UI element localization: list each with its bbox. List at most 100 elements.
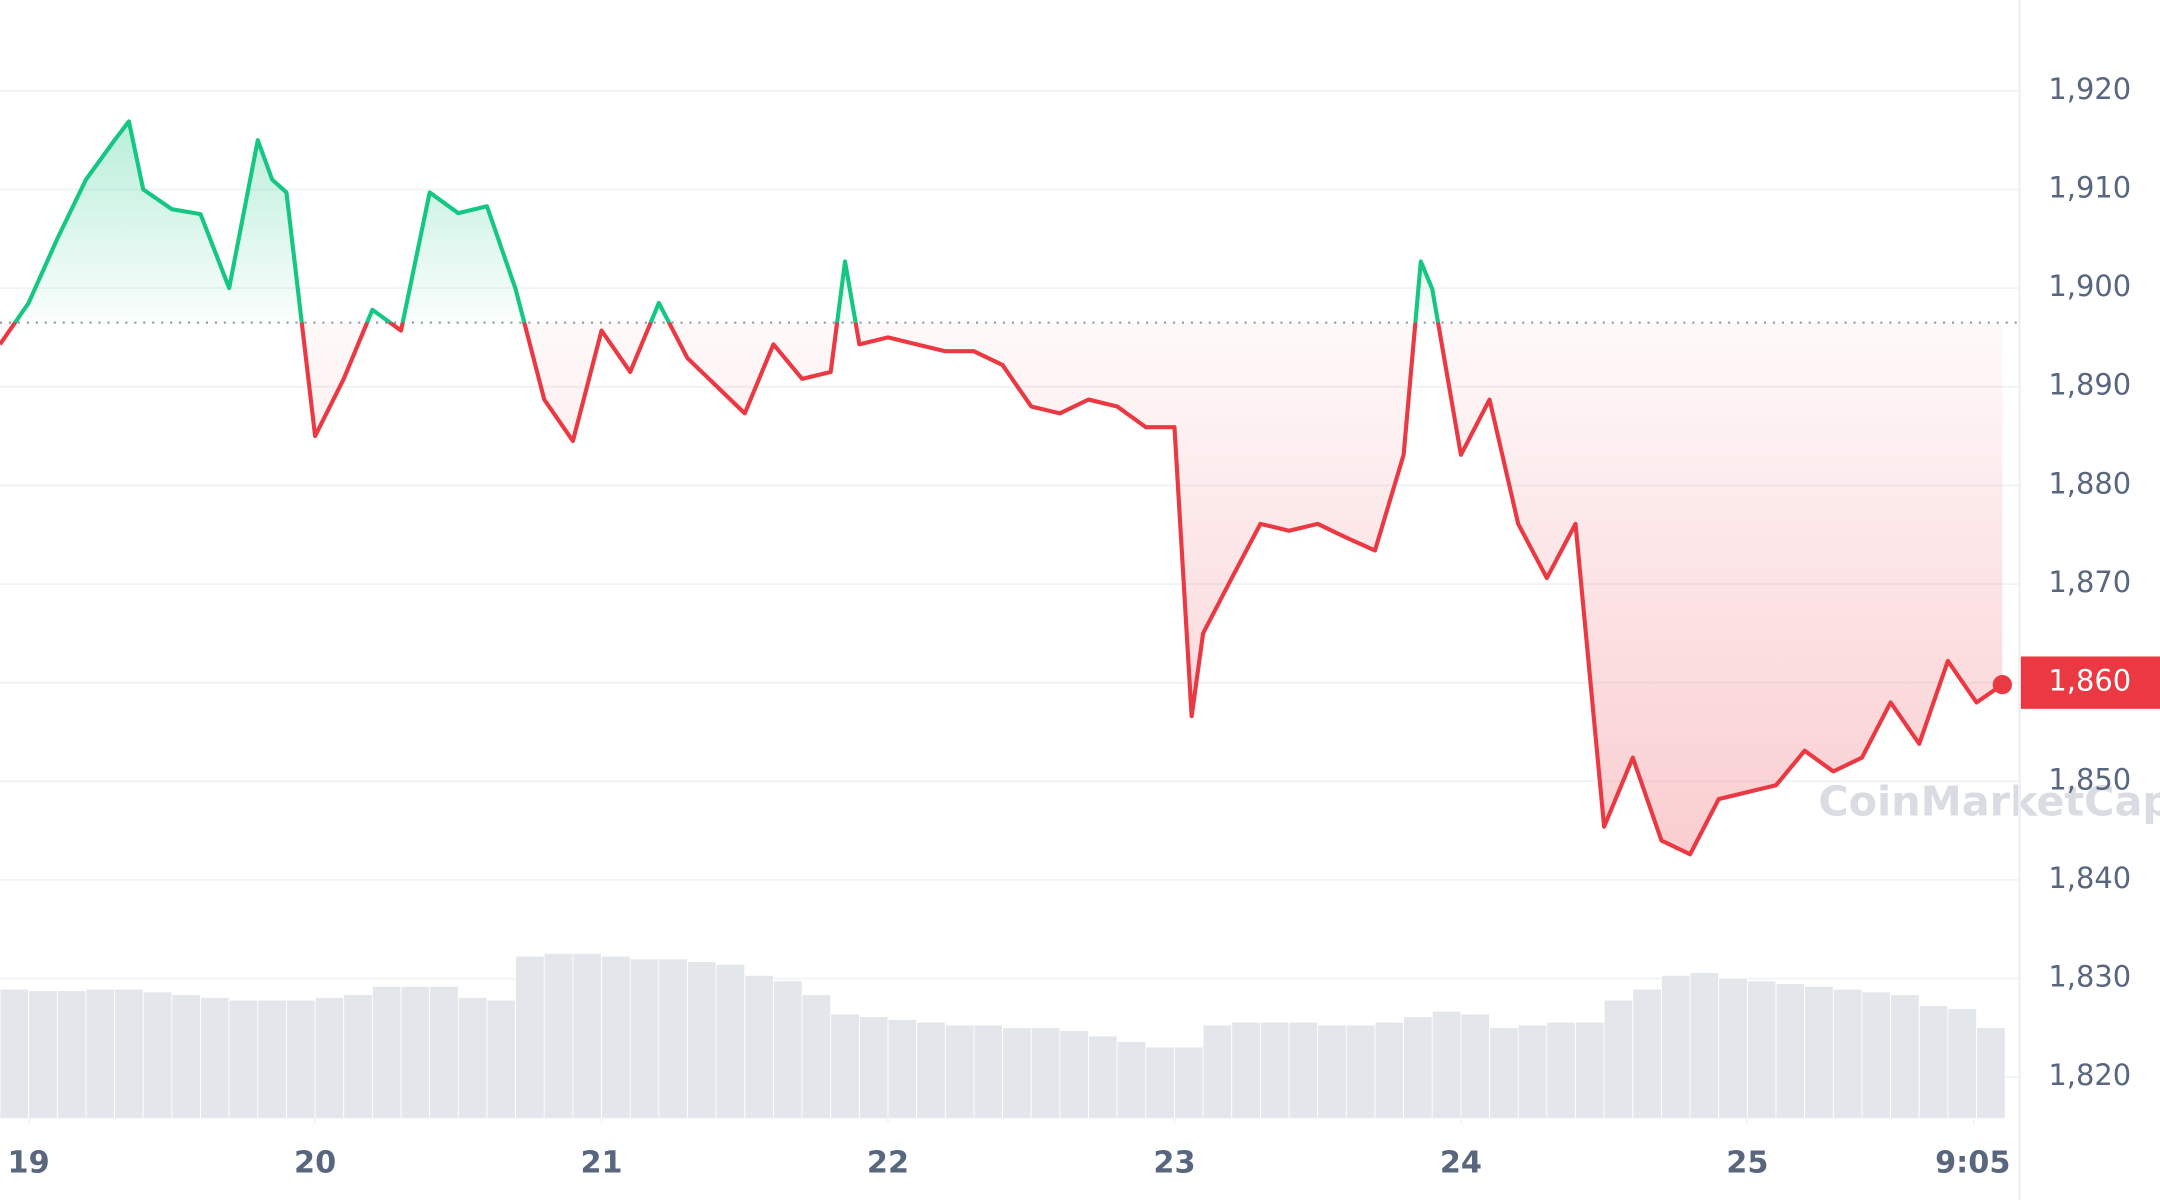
volume-bar <box>1174 1046 1204 1120</box>
volume-bar <box>1259 1021 1290 1120</box>
y-tick-label: 1,830 <box>2048 960 2131 994</box>
volume-bar <box>142 991 173 1120</box>
grid <box>0 89 2020 1079</box>
labels: 1,820 1,830 1,840 1,850 1,860 1,870 1,880 1,890… <box>8 72 2160 1181</box>
volume-bar <box>1489 1027 1519 1120</box>
volume-bar <box>1231 1021 1261 1120</box>
volume-bar <box>1059 1030 1089 1120</box>
y-tick-label: 1,890 <box>2048 368 2131 402</box>
y-tick-label: 1,920 <box>2048 72 2131 106</box>
volume-bar <box>457 997 488 1120</box>
volume-bar <box>629 958 660 1120</box>
x-tick-label: 21 <box>580 1146 622 1181</box>
volume-bar <box>1575 1021 1605 1120</box>
x-tick-label: 19 <box>8 1146 50 1181</box>
volume-bar <box>114 988 144 1120</box>
y-tick-label: 1,850 <box>2048 762 2131 796</box>
x-axis: 19 20 21 22 23 24 25 9:05 PM <box>8 1118 2073 1181</box>
volume-bar <box>371 985 402 1120</box>
volume-bar <box>1431 1010 1462 1120</box>
volume-bar <box>1288 1021 1319 1120</box>
volume-bar <box>1603 999 1634 1120</box>
volume-bar <box>257 999 287 1120</box>
x-tick-label: 20 <box>294 1146 336 1181</box>
y-tick-label: 1,910 <box>2048 170 2131 204</box>
volume-bar <box>1145 1046 1175 1120</box>
volume-bar <box>1517 1024 1548 1120</box>
volume-bar <box>1403 1016 1433 1120</box>
y-tick-label: 1,840 <box>2048 861 2131 895</box>
volume-bar <box>1632 988 1662 1120</box>
y-tick-label: 1,870 <box>2048 565 2131 599</box>
price-line <box>0 119 2004 857</box>
volume-bar <box>228 999 259 1120</box>
watermark: CoinMarketCap <box>1818 778 2160 826</box>
volume-bar <box>171 994 201 1120</box>
volume-bar <box>28 990 58 1120</box>
volume-bar <box>1861 991 1891 1120</box>
volume-bar <box>515 955 545 1120</box>
volume-bar <box>1202 1024 1233 1120</box>
volume-bar <box>0 988 30 1120</box>
volume-bar <box>601 955 631 1120</box>
last-point <box>1992 674 2012 695</box>
volume-bar <box>1918 1005 1949 1120</box>
volume-bar <box>1947 1008 1977 1120</box>
volume-bar <box>543 952 574 1120</box>
volume-bar <box>887 1019 918 1120</box>
volume-bar <box>1661 974 1691 1120</box>
volume-bar <box>314 997 345 1120</box>
volume-bar <box>1317 1024 1347 1120</box>
area-down <box>0 322 2003 855</box>
volume-bar <box>715 963 746 1120</box>
volume-bar <box>1775 983 1806 1120</box>
volume-bar <box>773 980 803 1120</box>
volume-bar <box>486 999 517 1120</box>
area <box>0 121 2003 855</box>
volume-bars <box>0 952 2006 1120</box>
y-tick-label: 1,880 <box>2048 466 2131 500</box>
volume-bar <box>286 999 316 1120</box>
volume-bar <box>801 994 832 1120</box>
volume-bar <box>1345 1024 1376 1120</box>
y-tick-label: 1,820 <box>2048 1058 2131 1092</box>
volume-bar <box>973 1024 1003 1120</box>
volume-bar <box>572 952 602 1120</box>
volume-bar <box>1746 980 1777 1120</box>
volume-bar <box>1718 977 1748 1120</box>
volume-bar <box>1374 1021 1405 1120</box>
volume-bar <box>56 990 87 1120</box>
volume-bar <box>1976 1027 2006 1120</box>
volume-bar <box>1002 1027 1032 1120</box>
x-tick-label: 9:05 PM <box>1935 1146 2073 1181</box>
volume-bar <box>658 958 688 1120</box>
volume-bar <box>1546 1021 1576 1120</box>
volume-bar <box>1890 994 1920 1120</box>
volume-bar <box>1832 988 1863 1120</box>
volume-bar <box>200 997 230 1120</box>
volume-bar <box>400 985 431 1120</box>
x-tick-label: 23 <box>1153 1146 1195 1181</box>
volume-bar <box>830 1013 860 1120</box>
x-tick-label: 25 <box>1726 1146 1768 1181</box>
x-tick-label: 24 <box>1440 1146 1482 1181</box>
volume-bar <box>1804 985 1834 1120</box>
volume-bar <box>1460 1013 1490 1120</box>
volume-bar <box>85 988 115 1120</box>
volume-bar <box>1030 1027 1061 1120</box>
volume-bar <box>858 1016 889 1120</box>
volume-bar <box>429 985 459 1120</box>
volume-bar <box>1088 1035 1118 1120</box>
volume-bar <box>1116 1041 1147 1120</box>
price-tag-label: 1,860 <box>2048 664 2131 698</box>
volume-bar <box>687 961 717 1120</box>
area-up <box>0 121 2003 323</box>
volume-bar <box>1689 972 1720 1120</box>
price-tag <box>2020 656 2160 709</box>
volume-bar <box>916 1021 946 1120</box>
volume-bar <box>944 1024 975 1120</box>
x-tick-label: 22 <box>867 1146 909 1181</box>
volume-bar <box>744 974 774 1120</box>
volume-bar <box>343 994 373 1120</box>
